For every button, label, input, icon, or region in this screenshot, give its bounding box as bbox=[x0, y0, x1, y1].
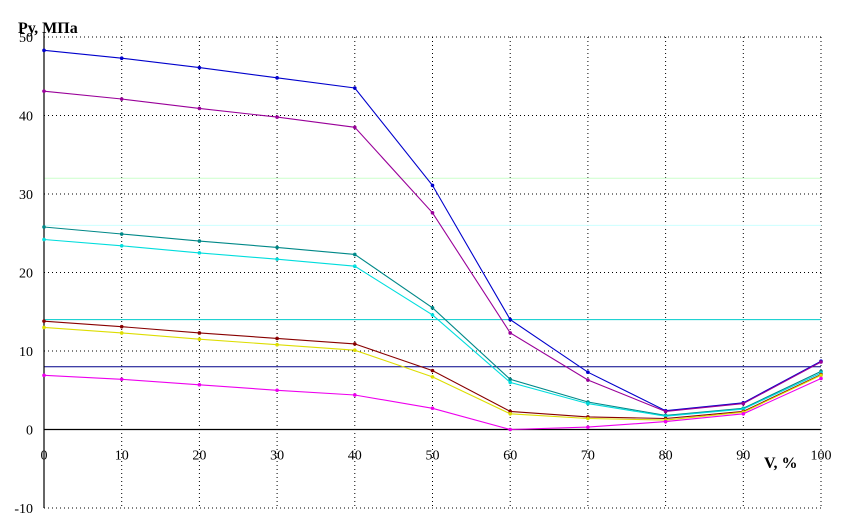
data-point bbox=[197, 337, 202, 342]
y-axis-title: Ру, МПа bbox=[18, 20, 78, 37]
data-point bbox=[430, 211, 435, 215]
data-point bbox=[819, 376, 823, 381]
data-point bbox=[586, 401, 590, 406]
data-point bbox=[353, 348, 357, 353]
x-tick-label: 100 bbox=[811, 449, 832, 464]
y-tick-label: 20 bbox=[19, 267, 33, 282]
x-axis-title: V, % bbox=[764, 455, 798, 472]
axes bbox=[43, 32, 821, 508]
x-tick-label: 20 bbox=[192, 449, 206, 464]
data-point bbox=[197, 106, 202, 111]
data-point bbox=[275, 76, 279, 80]
data-point bbox=[42, 237, 46, 242]
data-point bbox=[508, 412, 512, 416]
tick-labels: 0 10 20 30 40 50 60 70 80 90 100 -10 0 10 20 30 40 50 bbox=[14, 31, 831, 517]
data-point bbox=[508, 331, 512, 335]
series-4 bbox=[42, 237, 823, 418]
data-point bbox=[508, 380, 512, 385]
data-point bbox=[663, 419, 668, 424]
x-tick-label: 60 bbox=[503, 449, 517, 464]
data-point bbox=[42, 325, 46, 330]
data-point bbox=[42, 48, 46, 53]
series-2 bbox=[42, 89, 823, 414]
data-point bbox=[586, 370, 590, 374]
data-point bbox=[197, 251, 202, 255]
series-line bbox=[43, 49, 822, 412]
data-point bbox=[353, 86, 357, 90]
data-point bbox=[119, 244, 124, 248]
data-point bbox=[353, 264, 357, 269]
data-point bbox=[741, 401, 746, 406]
data-point bbox=[119, 377, 124, 382]
data-point bbox=[586, 416, 590, 421]
data-point bbox=[42, 319, 46, 323]
y-tick-label: 10 bbox=[19, 345, 33, 360]
y-tick-label: 30 bbox=[19, 188, 33, 203]
data-point bbox=[430, 183, 435, 188]
data-point bbox=[197, 239, 202, 243]
data-point bbox=[275, 115, 279, 119]
series bbox=[42, 48, 823, 432]
y-tick-label: -10 bbox=[14, 502, 33, 517]
data-point bbox=[119, 232, 124, 236]
data-point bbox=[508, 427, 512, 432]
data-point bbox=[42, 373, 46, 378]
data-point bbox=[197, 331, 202, 335]
data-point bbox=[819, 373, 823, 378]
data-point bbox=[353, 252, 357, 257]
data-point bbox=[119, 324, 124, 329]
data-point bbox=[275, 342, 279, 347]
data-point bbox=[819, 360, 823, 364]
data-point bbox=[42, 89, 46, 93]
x-tick-label: 40 bbox=[348, 449, 362, 464]
data-point bbox=[275, 245, 279, 250]
x-tick-label: 30 bbox=[270, 449, 284, 464]
reference-lines bbox=[44, 177, 821, 368]
series-7 bbox=[42, 373, 823, 432]
data-point bbox=[119, 56, 124, 60]
y-tick-label: 0 bbox=[26, 424, 33, 439]
data-point bbox=[275, 336, 279, 341]
x-tick-label: 70 bbox=[581, 449, 595, 464]
data-point bbox=[353, 342, 357, 346]
grid bbox=[44, 36, 822, 509]
data-point bbox=[430, 313, 435, 317]
data-point bbox=[275, 388, 279, 393]
data-point bbox=[430, 375, 435, 379]
data-point bbox=[741, 412, 746, 416]
data-point bbox=[586, 378, 590, 382]
data-point bbox=[508, 317, 512, 322]
data-point bbox=[430, 306, 435, 310]
x-tick-label: 50 bbox=[426, 449, 440, 464]
data-point bbox=[430, 368, 435, 373]
data-point bbox=[663, 409, 668, 414]
series-line bbox=[43, 90, 822, 412]
x-tick-label: 90 bbox=[736, 449, 750, 464]
data-point bbox=[508, 377, 512, 382]
y-tick-label: 50 bbox=[19, 31, 33, 46]
data-point bbox=[119, 331, 124, 335]
x-tick-label: 0 bbox=[41, 449, 48, 464]
data-point bbox=[586, 425, 590, 429]
data-point bbox=[197, 65, 202, 70]
data-point bbox=[42, 225, 46, 229]
data-point bbox=[353, 125, 357, 130]
x-tick-label: 80 bbox=[659, 449, 673, 464]
x-tick-label: 10 bbox=[115, 449, 129, 464]
data-point bbox=[275, 257, 279, 261]
data-point bbox=[119, 97, 124, 101]
y-tick-label: 40 bbox=[19, 110, 33, 125]
data-point bbox=[197, 382, 202, 387]
data-point bbox=[430, 406, 435, 411]
data-point bbox=[353, 393, 357, 397]
series-1 bbox=[42, 48, 823, 413]
